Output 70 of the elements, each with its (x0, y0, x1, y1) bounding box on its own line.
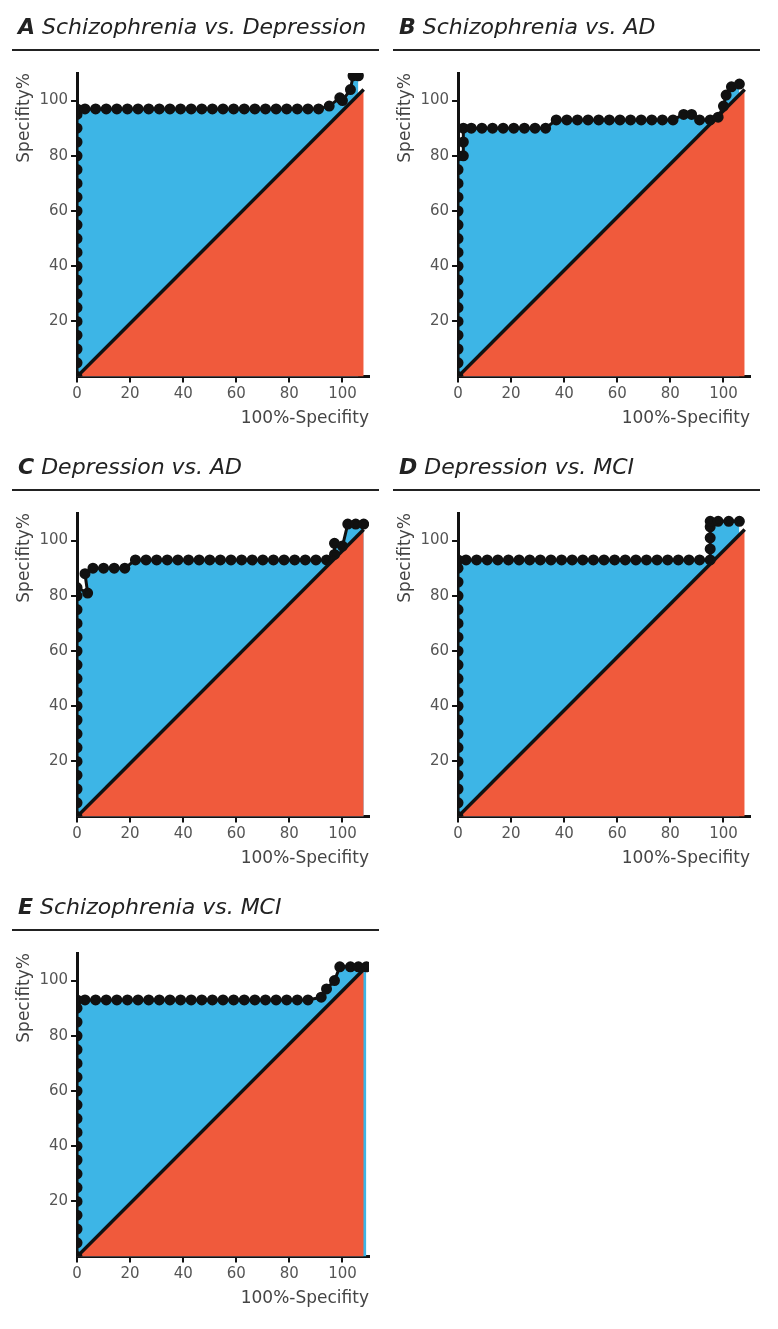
y-tick-label: 80 (48, 585, 69, 604)
y-tick-label: 60 (48, 640, 69, 659)
x-tick-label: 20 (501, 384, 521, 403)
x-tick-label: 40 (173, 384, 193, 403)
x-tick-label: 100 (328, 824, 357, 843)
x-axis-title: 100%-Specifity (240, 407, 369, 428)
y-tick-label: 60 (48, 200, 69, 219)
chart-title: C Depression vs. AD (18, 454, 243, 479)
x-tick-label: 40 (173, 1264, 193, 1283)
chart-title: B Schizophrenia vs. AD (399, 14, 656, 39)
y-tick-label: 20 (429, 751, 450, 770)
y-tick-label: 80 (429, 585, 450, 604)
x-tick-label: 60 (226, 824, 246, 843)
y-tick-label: 100 (420, 90, 450, 109)
x-tick-label: 60 (607, 824, 627, 843)
x-tick-label: 100 (709, 384, 738, 403)
y-tick-label: 60 (429, 200, 450, 219)
x-tick-label: 60 (226, 1264, 246, 1283)
y-tick-label: 80 (429, 145, 450, 164)
y-tick-label: 40 (48, 1136, 69, 1155)
x-tick-label: 20 (120, 1264, 140, 1283)
x-tick-label: 20 (120, 384, 140, 403)
x-axis-title: 100%-Specifity (621, 847, 750, 868)
x-tick-label: 0 (453, 824, 463, 843)
x-tick-label: 80 (279, 824, 299, 843)
chart-title: A Schizophrenia vs. Depression (18, 14, 367, 39)
y-tick-label: 20 (48, 751, 69, 770)
y-axis-title: Specifity% (12, 953, 33, 1043)
x-tick-label: 100 (328, 384, 357, 403)
x-tick-label: 60 (607, 384, 627, 403)
y-tick-label: 40 (48, 256, 69, 275)
x-tick-label: 0 (72, 824, 82, 843)
x-tick-label: 80 (660, 384, 680, 403)
y-tick-label: 100 (39, 970, 69, 989)
y-tick-label: 100 (420, 530, 450, 549)
chart-title: D Depression vs. MCI (399, 454, 635, 479)
x-tick-label: 60 (226, 384, 246, 403)
y-axis-title: Specifity% (393, 73, 414, 163)
y-tick-label: 80 (48, 1025, 69, 1044)
x-tick-label: 0 (453, 384, 463, 403)
y-axis-title: Specifity% (393, 513, 414, 603)
y-axis-title: Specifity% (12, 513, 33, 603)
y-tick-label: 100 (39, 530, 69, 549)
y-tick-label: 80 (48, 145, 69, 164)
x-axis-title: 100%-Specifity (240, 1287, 369, 1308)
y-tick-label: 20 (48, 311, 69, 330)
y-tick-label: 40 (48, 696, 69, 715)
y-tick-label: 40 (429, 256, 450, 275)
x-tick-label: 0 (72, 1264, 82, 1283)
x-tick-label: 80 (660, 824, 680, 843)
y-tick-label: 60 (429, 640, 450, 659)
y-tick-label: 100 (39, 90, 69, 109)
x-tick-label: 80 (279, 1264, 299, 1283)
chart-title: E Schizophrenia vs. MCI (18, 894, 282, 919)
y-tick-label: 20 (48, 1191, 69, 1210)
x-tick-label: 20 (501, 824, 521, 843)
x-tick-label: 40 (554, 824, 574, 843)
x-tick-label: 0 (72, 384, 82, 403)
y-tick-label: 60 (48, 1080, 69, 1099)
x-tick-label: 20 (120, 824, 140, 843)
x-tick-label: 100 (328, 1264, 357, 1283)
x-tick-label: 100 (709, 824, 738, 843)
x-axis-title: 100%-Specifity (621, 407, 750, 428)
y-tick-label: 20 (429, 311, 450, 330)
x-tick-label: 40 (173, 824, 193, 843)
x-tick-label: 40 (554, 384, 574, 403)
y-axis-title: Specifity% (12, 73, 33, 163)
x-axis-title: 100%-Specifity (240, 847, 369, 868)
y-tick-label: 40 (429, 696, 450, 715)
x-tick-label: 80 (279, 384, 299, 403)
